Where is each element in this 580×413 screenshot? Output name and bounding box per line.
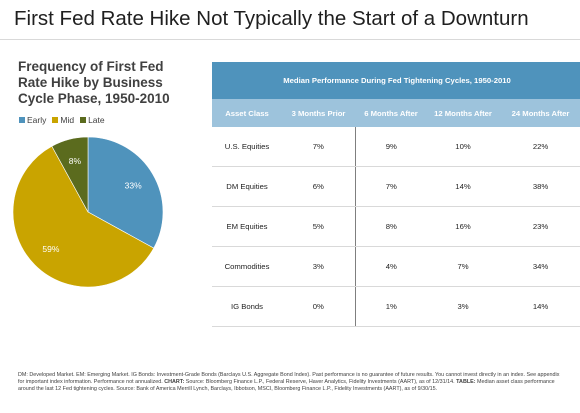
pie-label-early: 33% <box>125 180 142 190</box>
footnote: DM: Developed Market. EM: Emerging Marke… <box>18 372 566 394</box>
cell-3-months-prior: 5% <box>282 206 356 247</box>
cell-3-months-prior: 3% <box>282 246 356 287</box>
table-header-row: Asset Class 3 Months Prior 6 Months Afte… <box>212 99 580 127</box>
title-divider <box>0 39 580 40</box>
pie-label-mid: 59% <box>42 244 59 254</box>
cell-12-months-after: 7% <box>427 246 499 287</box>
legend-item-early: Early <box>19 115 46 125</box>
column-header-asset-class: Asset Class <box>212 99 282 127</box>
row-label: U.S. Equities <box>212 127 282 167</box>
cell-12-months-after: 10% <box>427 127 499 167</box>
legend-label-mid: Mid <box>60 115 75 125</box>
table-row: EM Equities 5% 8% 16% 23% <box>212 206 580 247</box>
row-label: EM Equities <box>212 206 282 247</box>
pie-slice-late <box>51 136 89 213</box>
cell-12-months-after: 14% <box>427 166 499 207</box>
cell-6-months-after: 1% <box>355 286 427 327</box>
table-title-row: Median Performance During Fed Tightening… <box>212 62 580 99</box>
row-label: IG Bonds <box>212 286 282 327</box>
legend-swatch-late <box>80 117 87 123</box>
footnote-table-label: TABLE: <box>456 379 476 386</box>
cell-24-months-after: 22% <box>499 127 580 167</box>
column-header-3-months-prior: 3 Months Prior <box>282 99 355 127</box>
legend-item-mid: Mid <box>52 115 74 125</box>
cell-24-months-after: 38% <box>499 166 580 207</box>
column-header-6-months-after: 6 Months After <box>355 99 427 127</box>
cell-24-months-after: 14% <box>499 286 580 327</box>
performance-table: Median Performance During Fed Tightening… <box>212 62 580 327</box>
pie-slice-mid <box>12 145 155 288</box>
cell-6-months-after: 4% <box>355 246 427 287</box>
cell-6-months-after: 7% <box>355 166 427 207</box>
row-label: DM Equities <box>212 166 282 207</box>
row-label: Commodities <box>212 246 282 287</box>
cell-6-months-after: 8% <box>355 206 427 247</box>
footnote-chart-label: CHART: <box>164 379 185 386</box>
legend-swatch-mid <box>52 117 59 123</box>
table-row: IG Bonds 0% 1% 3% 14% <box>212 286 580 327</box>
column-header-24-months-after: 24 Months After <box>499 99 580 127</box>
table-title: Median Performance During Fed Tightening… <box>212 62 580 99</box>
table-row: Commodities 3% 4% 7% 34% <box>212 246 580 287</box>
footnote-disclaimer: DM: Developed Market. EM: Emerging Marke… <box>18 372 560 386</box>
cell-12-months-after: 16% <box>427 206 499 247</box>
table-row: U.S. Equities 7% 9% 10% 22% <box>212 127 580 167</box>
cell-3-months-prior: 6% <box>282 166 356 207</box>
legend-label-early: Early <box>27 115 47 125</box>
chart-title: Frequency of First Fed Rate Hike by Busi… <box>18 59 170 106</box>
cell-24-months-after: 34% <box>499 246 580 287</box>
footnote-table-source: Median asset class performance around th… <box>18 379 555 393</box>
table-row: DM Equities 6% 7% 14% 38% <box>212 166 580 207</box>
pie-chart: 33% 59% 8% <box>12 136 164 288</box>
cell-24-months-after: 23% <box>499 206 580 247</box>
pie-label-late: 8% <box>69 156 82 166</box>
cell-12-months-after: 3% <box>427 286 499 327</box>
page-title: First Fed Rate Hike Not Typically the St… <box>14 7 529 30</box>
legend-label-late: Late <box>88 115 105 125</box>
cell-3-months-prior: 7% <box>282 127 356 167</box>
column-header-12-months-after: 12 Months After <box>427 99 499 127</box>
chart-legend: Early Mid Late <box>19 115 105 125</box>
legend-item-late: Late <box>80 115 105 125</box>
legend-swatch-early <box>19 117 25 123</box>
footnote-chart-source: Source: Bloomberg Finance L.P., Federal … <box>185 379 455 386</box>
cell-6-months-after: 9% <box>355 127 427 167</box>
cell-3-months-prior: 0% <box>282 286 356 327</box>
pie-slice-early <box>87 136 164 249</box>
